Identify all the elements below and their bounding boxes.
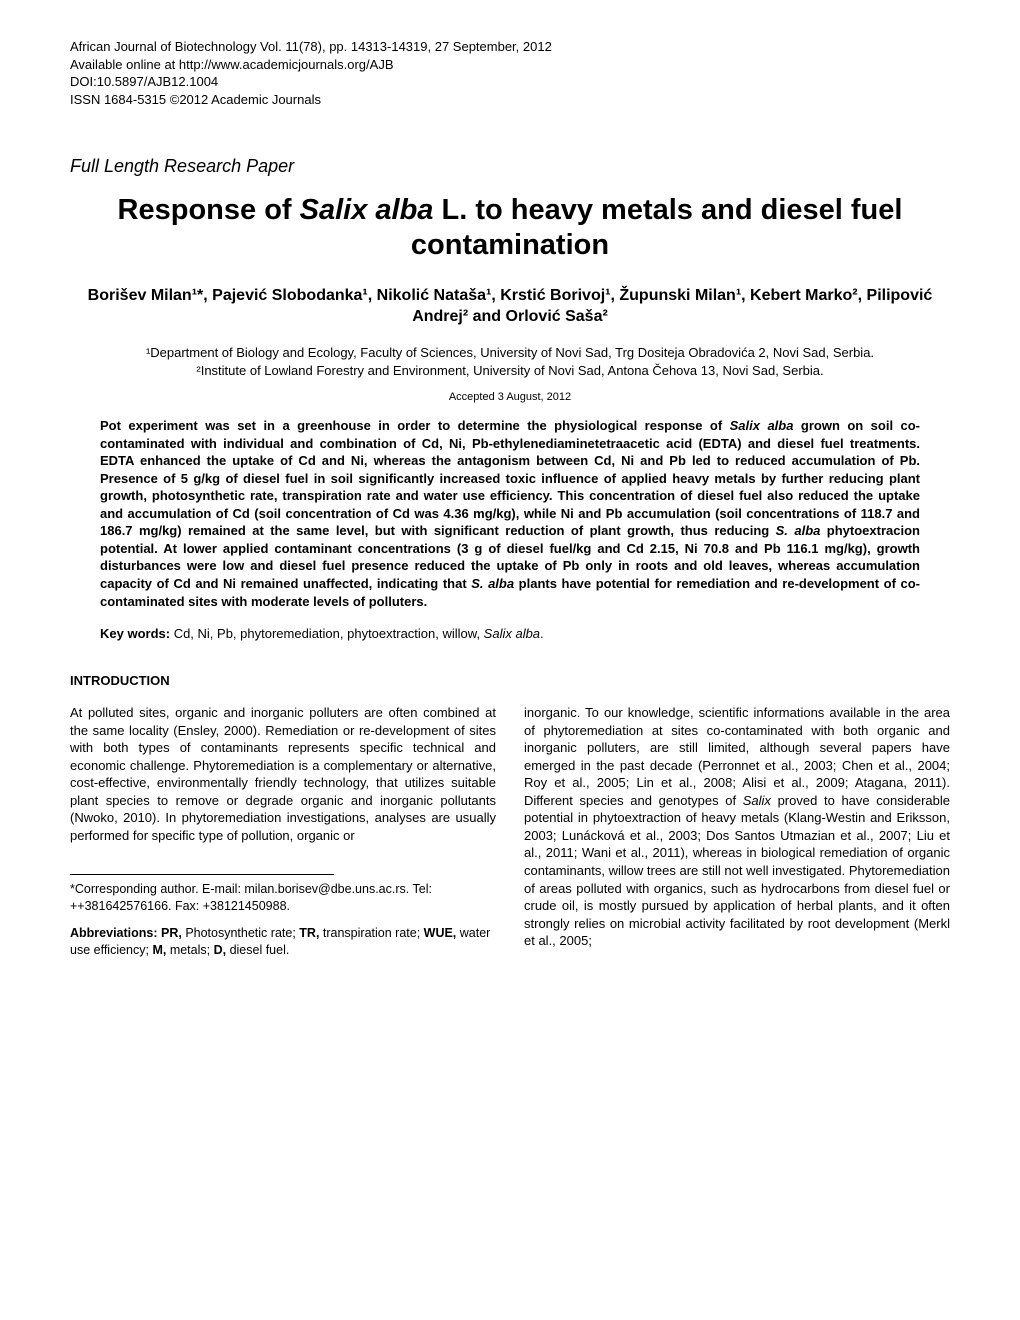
corresponding-author: *Corresponding author. E-mail: milan.bor… bbox=[70, 881, 496, 915]
footnote-divider bbox=[70, 874, 334, 875]
intro-column-left: At polluted sites, organic and inorganic… bbox=[70, 704, 496, 959]
keywords: Key words: Cd, Ni, Pb, phytoremediation,… bbox=[100, 626, 920, 641]
journal-issn: ISSN 1684-5315 ©2012 Academic Journals bbox=[70, 91, 950, 109]
affiliation-1: ¹Department of Biology and Ecology, Facu… bbox=[70, 344, 950, 362]
affiliations: ¹Department of Biology and Ecology, Facu… bbox=[70, 344, 950, 379]
paper-title: Response of Salix alba L. to heavy metal… bbox=[70, 193, 950, 263]
authors: Borišev Milan¹*, Pajević Slobodanka¹, Ni… bbox=[70, 285, 950, 328]
affiliation-2: ²Institute of Lowland Forestry and Envir… bbox=[70, 362, 950, 380]
accepted-date: Accepted 3 August, 2012 bbox=[70, 391, 950, 403]
journal-doi: DOI:10.5897/AJB12.1004 bbox=[70, 73, 950, 91]
intro-text-left: At polluted sites, organic and inorganic… bbox=[70, 704, 496, 844]
journal-citation: African Journal of Biotechnology Vol. 11… bbox=[70, 38, 950, 56]
abstract: Pot experiment was set in a greenhouse i… bbox=[100, 417, 920, 610]
section-heading-introduction: INTRODUCTION bbox=[70, 673, 950, 688]
journal-url: Available online at http://www.academicj… bbox=[70, 56, 950, 74]
paper-type: Full Length Research Paper bbox=[70, 156, 950, 177]
intro-columns: At polluted sites, organic and inorganic… bbox=[70, 704, 950, 959]
intro-column-right: inorganic. To our knowledge, scientific … bbox=[524, 704, 950, 959]
journal-header: African Journal of Biotechnology Vol. 11… bbox=[70, 38, 950, 108]
abbreviations: Abbreviations: PR, Photosynthetic rate; … bbox=[70, 925, 496, 959]
